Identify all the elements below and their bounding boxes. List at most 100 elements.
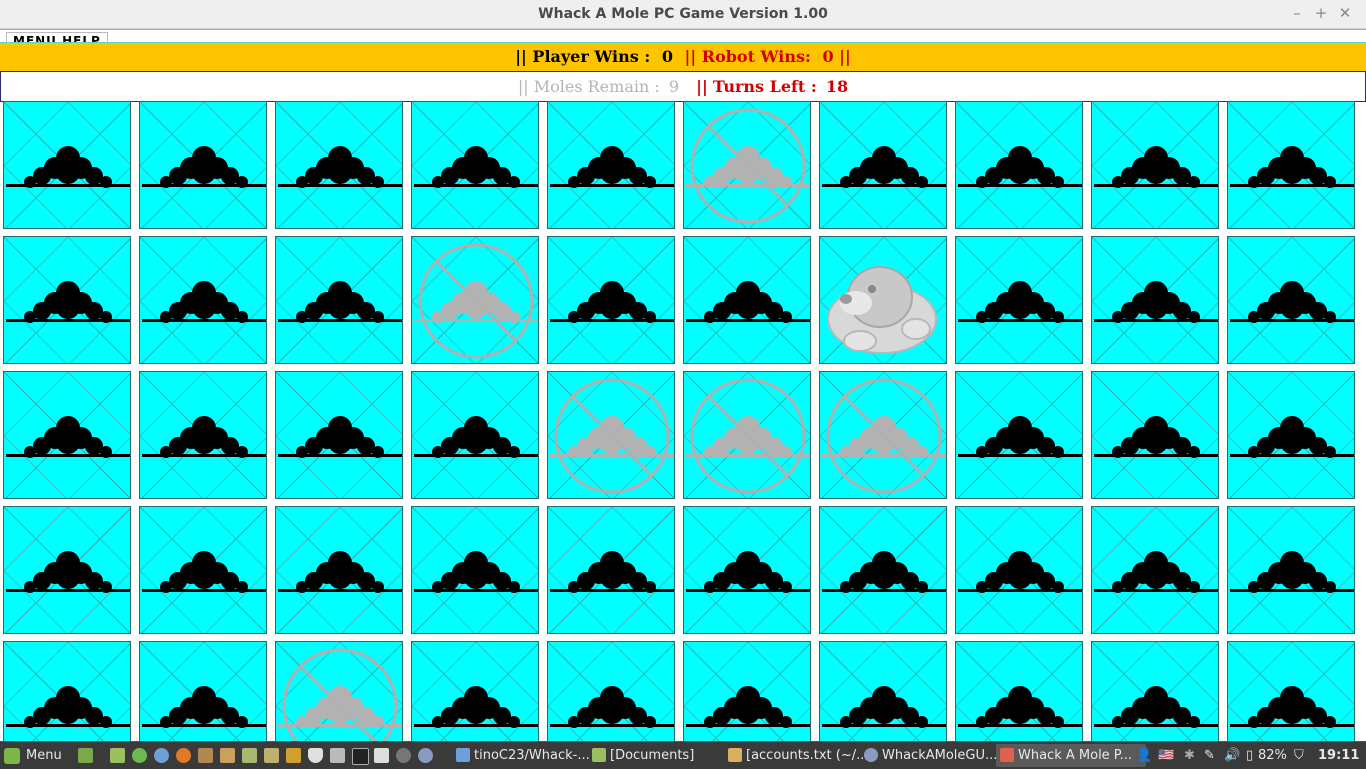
molehill-icon xyxy=(1092,372,1218,498)
maximize-button[interactable]: + xyxy=(1314,4,1328,22)
text-editor-icon xyxy=(728,748,742,762)
mole-hole-r1-c4[interactable] xyxy=(411,101,539,229)
shield-icon[interactable] xyxy=(308,748,323,763)
update-icon[interactable] xyxy=(242,748,257,763)
mole-hole-r3-c9[interactable] xyxy=(1091,371,1219,499)
terminal-icon[interactable] xyxy=(352,748,369,765)
mole-hole-r4-c7[interactable] xyxy=(819,506,947,634)
files-icon[interactable] xyxy=(110,748,125,763)
mole-hole-r1-c7[interactable] xyxy=(819,101,947,229)
task-documents[interactable]: [Documents] xyxy=(588,744,738,767)
mole-hole-r2-c9[interactable] xyxy=(1091,236,1219,364)
show-desktop-icon[interactable] xyxy=(78,748,93,763)
mole-hole-r5-c6[interactable] xyxy=(683,641,811,741)
mole-hole-r2-c3[interactable] xyxy=(275,236,403,364)
mole-hole-r4-c10[interactable] xyxy=(1227,506,1355,634)
task-ide[interactable]: WhackAMoleGU... xyxy=(860,744,1010,767)
molehill-icon xyxy=(412,507,538,633)
mole-hole-r5-c2[interactable] xyxy=(139,641,267,741)
task-accounts-txt[interactable]: [accounts.txt (~/... xyxy=(724,744,874,767)
mole-hole-r3-c3[interactable] xyxy=(275,371,403,499)
mole-hole-r2-c1[interactable] xyxy=(3,236,131,364)
mole-hole-r3-c5[interactable] xyxy=(547,371,675,499)
mole-hole-r3-c7[interactable] xyxy=(819,371,947,499)
firefox-icon[interactable] xyxy=(176,748,191,763)
molehill-icon xyxy=(548,507,674,633)
mole-hole-r1-c5[interactable] xyxy=(547,101,675,229)
mole-hole-r1-c9[interactable] xyxy=(1091,101,1219,229)
mole-hole-r1-c10[interactable] xyxy=(1227,101,1355,229)
mole-hole-r1-c1[interactable] xyxy=(3,101,131,229)
mole-hole-r3-c4[interactable] xyxy=(411,371,539,499)
chromium-icon[interactable] xyxy=(154,748,169,763)
mole-hole-r5-c9[interactable] xyxy=(1091,641,1219,741)
mole-hole-r1-c6[interactable] xyxy=(683,101,811,229)
mole-hole-r5-c10[interactable] xyxy=(1227,641,1355,741)
task-label: Whack A Mole P... xyxy=(1018,748,1133,763)
bluetooth-icon[interactable]: ✱ xyxy=(1184,748,1195,763)
text-icon[interactable] xyxy=(374,748,389,763)
molehill-icon xyxy=(1092,642,1218,741)
archive-icon[interactable] xyxy=(198,748,213,763)
mole-hole-r3-c1[interactable] xyxy=(3,371,131,499)
mole-hole-r3-c8[interactable] xyxy=(955,371,1083,499)
close-button[interactable]: ✕ xyxy=(1338,4,1352,22)
software-icon[interactable] xyxy=(264,748,279,763)
mole-hole-r2-c5[interactable] xyxy=(547,236,675,364)
menu-help-button[interactable]: MENU HELP xyxy=(6,32,108,42)
mole-hole-r2-c10[interactable] xyxy=(1227,236,1355,364)
java-icon xyxy=(1000,748,1014,762)
mole-hole-r2-c4[interactable] xyxy=(411,236,539,364)
mole-hole-r2-c8[interactable] xyxy=(955,236,1083,364)
battery-icon[interactable]: ▯ xyxy=(1246,748,1254,763)
volume-icon[interactable]: 🔊 xyxy=(1224,748,1241,763)
mole-hole-r1-c2[interactable] xyxy=(139,101,267,229)
molehill-icon xyxy=(956,102,1082,228)
task-browser[interactable]: tinoC23/Whack-... xyxy=(452,744,602,767)
mole-hole-r4-c5[interactable] xyxy=(547,506,675,634)
mole-hole-r5-c8[interactable] xyxy=(955,641,1083,741)
mole-hole-r5-c3[interactable] xyxy=(275,641,403,741)
mole-hole-r4-c9[interactable] xyxy=(1091,506,1219,634)
tool-icon[interactable] xyxy=(286,748,301,763)
mole-hole-r4-c2[interactable] xyxy=(139,506,267,634)
mole-hole-r5-c4[interactable] xyxy=(411,641,539,741)
mole-hole-r5-c7[interactable] xyxy=(819,641,947,741)
browser-icon xyxy=(456,748,470,762)
mole-hole-r2-c7[interactable] xyxy=(819,236,947,364)
monitor-icon[interactable] xyxy=(330,748,345,763)
start-menu-button[interactable]: Menu xyxy=(4,746,62,765)
pen-icon[interactable]: ✎ xyxy=(1204,748,1215,763)
turns-left-value: 18 xyxy=(825,77,849,96)
mole-hole-r3-c6[interactable] xyxy=(683,371,811,499)
mole-hole-r1-c3[interactable] xyxy=(275,101,403,229)
clock: 19:11 xyxy=(1318,748,1360,763)
mole-hole-r5-c1[interactable] xyxy=(3,641,131,741)
shield-tray-icon[interactable]: ⛉ xyxy=(1294,748,1304,763)
mole-hole-r4-c3[interactable] xyxy=(275,506,403,634)
mole-hole-r1-c8[interactable] xyxy=(955,101,1083,229)
app-icon[interactable] xyxy=(132,748,147,763)
status-bar: || Moles Remain : 9 || Turns Left : 18 xyxy=(0,71,1366,102)
minimize-button[interactable]: – xyxy=(1293,4,1301,22)
robot-wins-value: 0 xyxy=(822,47,834,66)
mole-hole-r3-c2[interactable] xyxy=(139,371,267,499)
eclipse-icon[interactable] xyxy=(418,748,433,763)
package-icon[interactable] xyxy=(220,748,235,763)
mole-hole-r5-c5[interactable] xyxy=(547,641,675,741)
mole-hole-r4-c6[interactable] xyxy=(683,506,811,634)
molehill-icon xyxy=(4,507,130,633)
mole-hole-r3-c10[interactable] xyxy=(1227,371,1355,499)
mole-hole-r4-c8[interactable] xyxy=(955,506,1083,634)
molehill-icon xyxy=(4,102,130,228)
camera-icon[interactable] xyxy=(396,748,411,763)
user-icon[interactable]: 👤 xyxy=(1136,748,1153,763)
mole-hole-r4-c1[interactable] xyxy=(3,506,131,634)
keyboard-layout-icon[interactable]: 🇺🇸 xyxy=(1158,748,1175,763)
mole-hole-r2-c6[interactable] xyxy=(683,236,811,364)
mole-hole-r2-c2[interactable] xyxy=(139,236,267,364)
mole-hole-r4-c4[interactable] xyxy=(411,506,539,634)
moles-remain-label: Moles Remain : xyxy=(533,77,660,96)
molehill-icon xyxy=(1228,642,1354,741)
task-whack-a-mole[interactable]: Whack A Mole P... xyxy=(996,744,1146,767)
